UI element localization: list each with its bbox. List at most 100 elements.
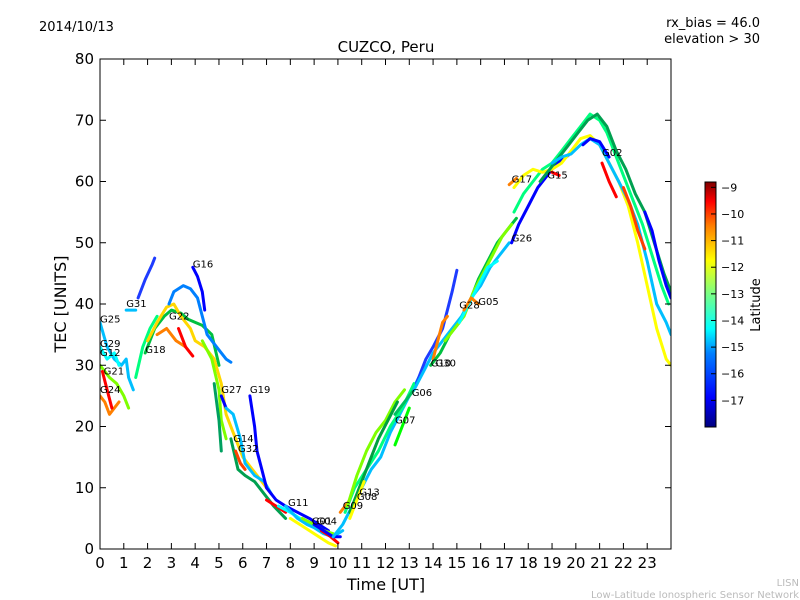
tec-trace-42 [462,296,480,312]
colorbar-tick-label-14: −14 [721,314,744,327]
tec-trace-16 [219,394,228,410]
tec-trace-51 [600,161,618,199]
satellite-label-g19: G19 [250,385,270,396]
tec-trace-15 [212,382,223,453]
tec-trace-11 [177,327,195,358]
tec-trace-2 [100,363,131,410]
y-tick-label-0: 0 [84,540,94,558]
tec-trace-46 [507,176,518,187]
x-tick-label-6: 6 [238,554,248,572]
x-tick-label-22: 22 [614,554,633,572]
x-tick-label-16: 16 [471,554,490,572]
x-tick-label-2: 2 [143,554,153,572]
tec-trace-32 [348,400,399,514]
tec-trace-13 [191,265,207,312]
x-tick-label-8: 8 [286,554,296,572]
x-tick-label-0: 0 [95,554,105,572]
colorbar [704,181,717,428]
tec-trace-24 [288,516,337,548]
tec-trace-36 [414,268,459,386]
x-tick-label-21: 21 [590,554,609,572]
tec-trace-6 [136,256,157,300]
satellite-label-g18: G18 [145,345,165,356]
tec-trace-35 [393,406,411,447]
chart-title: CUZCO, Peru [338,38,435,56]
x-tick-label-5: 5 [214,554,224,572]
satellite-label-g11: G11 [288,498,308,509]
tec-trace-1 [100,345,121,367]
tec-trace-50 [550,170,561,177]
elevation-annotation: elevation > 30 [664,32,760,47]
satellite-label-g13: G13 [359,488,379,499]
tec-trace-34 [393,388,416,416]
colorbar-tick-label-16: −16 [721,368,744,381]
date-label: 2014/10/13 [39,20,114,35]
x-tick-label-4: 4 [190,554,200,572]
y-tick-label-40: 40 [75,295,94,313]
colorbar-tick-label-17: −17 [721,394,744,407]
tec-trace-49 [581,137,611,159]
colorbar-tick-label-10: −10 [721,208,744,221]
tec-trace-19 [234,449,247,471]
x-tick-label-14: 14 [424,554,443,572]
satellite-label-g26: G26 [512,234,532,245]
tec-trace-52 [621,186,647,251]
plot-frame [99,58,672,550]
satellite-label-g02: G02 [602,148,622,159]
tec-trace-48 [550,137,671,337]
tec-trace-20 [248,394,330,533]
satellite-label-g17: G17 [512,175,532,186]
tec-trace-41 [457,259,499,324]
x-tick-label-17: 17 [495,554,514,572]
rx-bias-annotation: rx_bias = 46.0 [666,16,760,31]
satellite-label-g25: G25 [100,314,120,325]
satellite-label-g08: G08 [357,492,377,503]
tec-trace-53 [643,210,671,300]
footer-network: Low-Latitude Ionospheric Sensor Network [591,590,799,600]
satellite-label-g28: G28 [459,300,479,311]
y-axis-label: TEC [UNITS] [51,256,70,354]
colorbar-label: Latitude [749,278,764,332]
satellite-label-g31: G31 [126,299,146,310]
satellite-label-g14: G14 [233,434,253,445]
satellite-label-g05: G05 [478,297,498,308]
x-tick-label-13: 13 [400,554,419,572]
y-tick-label-70: 70 [75,111,94,129]
satellite-label-g06: G06 [412,388,432,399]
tec-trace-14 [200,339,228,441]
x-tick-label-9: 9 [309,554,319,572]
tec-trace-21 [265,498,288,514]
x-tick-label-20: 20 [566,554,585,572]
y-tick-label-20: 20 [75,418,94,436]
tec-trace-10 [155,327,188,349]
colorbar-ticks: −9 −10 −11 −12 −13 −14 −15 −16 −17 [711,181,744,407]
y-tick-label-30: 30 [75,356,94,374]
axis-layer: 0 1 2 3 4 5 6 7 8 9 10 11 12 13 14 15 16 17 18 19 20 21 22 2301… [75,50,671,572]
tec-trace-47 [538,112,671,294]
tec-trace-45 [512,134,671,367]
satellite-label-g24: G24 [100,385,120,396]
satellite-label-g30: G30 [436,359,456,370]
satellite-label-g32: G32 [238,444,258,455]
x-tick-label-1: 1 [119,554,129,572]
y-tick-label-60: 60 [75,173,94,191]
satellite-label-g12: G12 [100,348,120,359]
x-tick-label-18: 18 [519,554,538,572]
series-layer [100,112,671,548]
satellite-label-g21: G21 [104,366,124,377]
satellite-label-g27: G27 [221,385,241,396]
tec-trace-7 [134,314,159,379]
colorbar-tick-label-9: −9 [721,181,737,194]
colorbar-tick-label-13: −13 [721,288,744,301]
tec-trace-38 [431,314,449,361]
satellite-label-g22: G22 [169,311,189,322]
y-tick-label-10: 10 [75,479,94,497]
x-tick-label-11: 11 [352,554,371,572]
satellite-label-g10: G10 [431,359,451,370]
colorbar-tick-label-11: −11 [721,235,744,248]
tec-trace-0 [100,320,135,392]
x-tick-label-10: 10 [328,554,347,572]
tec-trace-31 [345,388,406,508]
